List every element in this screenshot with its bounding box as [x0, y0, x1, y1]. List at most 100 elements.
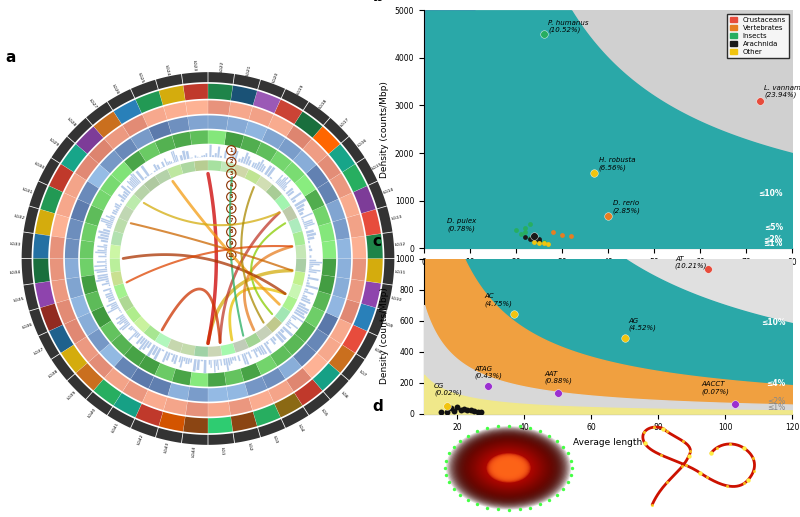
Polygon shape [106, 294, 114, 298]
Polygon shape [186, 151, 190, 159]
Point [440, 457, 453, 465]
Polygon shape [301, 298, 310, 304]
Polygon shape [78, 312, 98, 336]
Polygon shape [221, 161, 235, 174]
Polygon shape [179, 357, 184, 368]
Polygon shape [294, 198, 306, 207]
Circle shape [489, 454, 529, 481]
Polygon shape [124, 320, 128, 324]
Point [655, 451, 668, 459]
Text: LG4: LG4 [297, 423, 304, 433]
Point [682, 451, 695, 460]
Text: b: b [373, 0, 383, 4]
Text: LG20: LG20 [272, 72, 279, 84]
Polygon shape [175, 155, 178, 162]
Text: LG5: LG5 [319, 408, 328, 418]
Point [724, 440, 737, 448]
Point [729, 399, 742, 407]
Polygon shape [282, 407, 309, 428]
Circle shape [458, 434, 559, 501]
Polygon shape [120, 311, 122, 313]
Polygon shape [171, 354, 176, 362]
Polygon shape [110, 219, 114, 222]
Polygon shape [268, 115, 294, 136]
Polygon shape [168, 117, 190, 134]
Polygon shape [289, 197, 290, 199]
Polygon shape [322, 240, 336, 258]
Polygon shape [226, 158, 229, 159]
Text: LG31: LG31 [21, 187, 33, 195]
Text: a: a [5, 50, 15, 65]
Point [618, 333, 631, 342]
Point [746, 454, 759, 462]
Polygon shape [253, 349, 258, 358]
Polygon shape [262, 368, 286, 389]
Polygon shape [378, 206, 393, 233]
Text: LG35: LG35 [14, 296, 26, 302]
Polygon shape [162, 351, 168, 362]
Polygon shape [67, 118, 92, 143]
Text: ≤2%: ≤2% [763, 235, 783, 244]
Circle shape [501, 462, 517, 474]
Polygon shape [342, 137, 365, 163]
Text: H. robusta
(6.56%): H. robusta (6.56%) [598, 157, 635, 171]
Text: D. pulex
(0.78%): D. pulex (0.78%) [447, 218, 476, 232]
Point [528, 235, 541, 244]
Polygon shape [286, 322, 290, 325]
Point [458, 405, 470, 413]
Point [694, 468, 706, 477]
Polygon shape [154, 170, 156, 172]
Polygon shape [94, 112, 122, 138]
Polygon shape [282, 295, 298, 312]
Polygon shape [109, 284, 110, 286]
Polygon shape [132, 188, 134, 190]
Polygon shape [146, 344, 156, 357]
Polygon shape [144, 325, 160, 341]
Polygon shape [126, 180, 135, 189]
Text: 5: 5 [230, 194, 233, 200]
Polygon shape [141, 165, 150, 177]
Polygon shape [293, 271, 305, 286]
Point [528, 238, 541, 246]
Polygon shape [247, 352, 252, 359]
Polygon shape [64, 173, 86, 198]
Circle shape [497, 460, 520, 476]
Polygon shape [56, 193, 76, 218]
Polygon shape [86, 392, 112, 415]
Polygon shape [30, 181, 47, 208]
Text: LG27: LG27 [87, 98, 98, 110]
Text: LG21: LG21 [246, 64, 252, 76]
Polygon shape [110, 215, 115, 218]
Polygon shape [118, 295, 134, 312]
Polygon shape [266, 341, 269, 344]
Point [638, 439, 651, 448]
Polygon shape [347, 279, 365, 303]
Polygon shape [362, 281, 381, 308]
Polygon shape [310, 264, 320, 265]
Polygon shape [209, 360, 210, 364]
Polygon shape [270, 177, 272, 179]
Point [491, 422, 504, 431]
Text: CG
(0.02%): CG (0.02%) [434, 383, 462, 397]
Text: LG14: LG14 [383, 187, 395, 195]
Polygon shape [287, 321, 298, 329]
Text: LG42: LG42 [137, 433, 144, 445]
Text: LG3: LG3 [272, 435, 279, 444]
Polygon shape [231, 412, 257, 431]
Circle shape [502, 463, 516, 473]
Point [543, 431, 556, 439]
Polygon shape [179, 155, 183, 161]
Polygon shape [149, 376, 171, 396]
Polygon shape [307, 279, 309, 282]
Polygon shape [307, 236, 314, 240]
Point [502, 506, 515, 514]
Circle shape [506, 466, 511, 470]
Point [451, 403, 464, 412]
Polygon shape [185, 358, 188, 364]
Polygon shape [309, 265, 314, 267]
Circle shape [450, 429, 567, 507]
Polygon shape [35, 281, 54, 308]
Polygon shape [208, 130, 226, 145]
Polygon shape [278, 331, 286, 340]
Text: LG19: LG19 [296, 83, 305, 95]
